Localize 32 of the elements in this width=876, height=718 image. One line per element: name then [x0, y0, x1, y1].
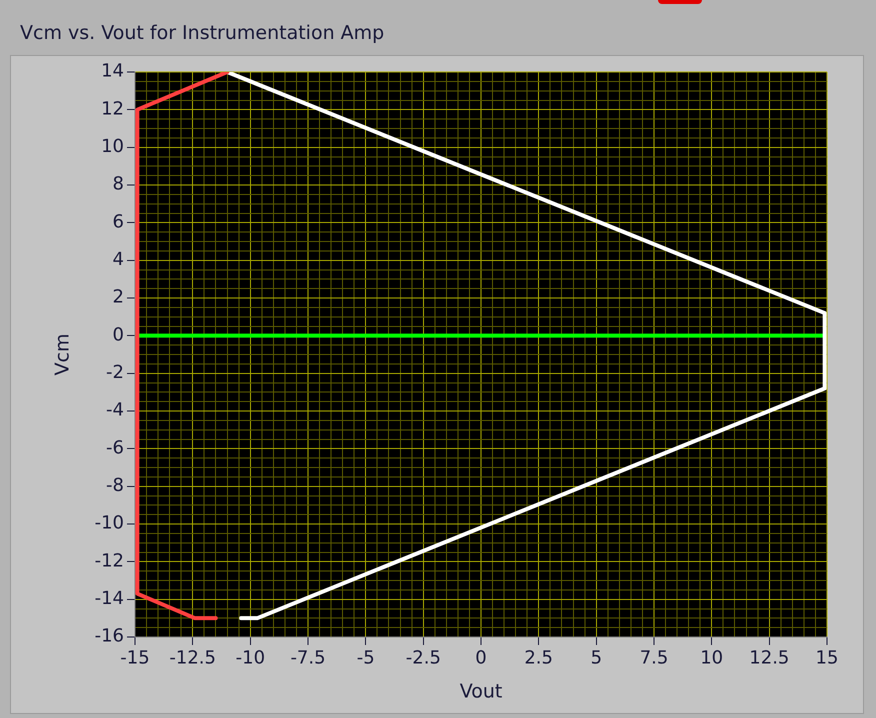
y-tick-label: -6 — [106, 437, 124, 458]
x-tick-label: 12.5 — [749, 647, 790, 668]
x-tick-label: -2.5 — [406, 647, 441, 668]
y-tick-label: 12 — [101, 98, 124, 120]
x-tick-label: 10 — [700, 647, 724, 668]
y-tick-label: 8 — [112, 174, 124, 195]
y-tick-label: -12 — [94, 550, 124, 572]
x-tick-label: -10 — [236, 647, 266, 668]
y-tick-label: -4 — [106, 400, 124, 421]
y-tick-label: -2 — [106, 362, 124, 384]
x-tick-label: -12.5 — [169, 647, 216, 668]
x-tick-label: -15 — [120, 647, 150, 668]
x-tick-label: 5 — [590, 647, 602, 668]
y-tick-label: -8 — [106, 475, 124, 496]
y-tick-label: 14 — [101, 60, 124, 82]
x-tick-label: -5 — [356, 647, 375, 668]
y-tick-label: 4 — [112, 249, 124, 270]
x-tick-label: 7.5 — [640, 647, 668, 668]
chart-title: Vcm vs. Vout for Instrumentation Amp — [20, 22, 384, 44]
y-tick-label: 0 — [112, 324, 124, 346]
x-axis-title: Vout — [460, 680, 502, 703]
y-tick-label: 6 — [112, 211, 124, 232]
y-tick-label: 2 — [112, 286, 124, 308]
x-tick-label: -7.5 — [290, 647, 326, 668]
y-axis-title: Vcm — [51, 334, 74, 376]
y-tick-label: -16 — [94, 626, 124, 647]
y-tick-label: -10 — [94, 512, 124, 534]
y-tick-label: 10 — [101, 136, 124, 158]
x-tick-label: 15 — [816, 647, 838, 668]
y-tick-label: -14 — [94, 588, 124, 610]
x-tick-label: 2.5 — [524, 647, 553, 668]
x-tick-label: 0 — [475, 647, 487, 668]
